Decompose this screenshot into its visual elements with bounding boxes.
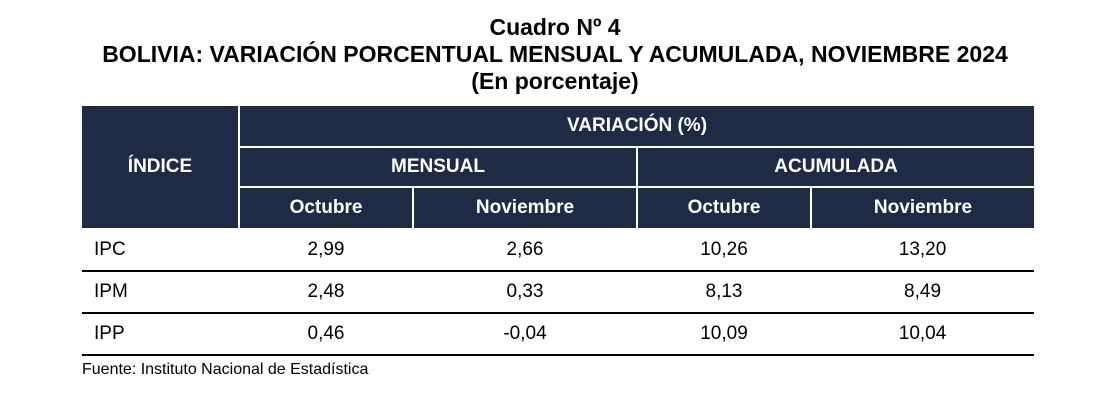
cell-monthly-october: 0,46	[239, 313, 413, 356]
table-body: IPC 2,99 2,66 10,26 13,20 IPM 2,48 0,33 …	[82, 229, 1035, 356]
cell-cumulative-november: 10,04	[811, 313, 1035, 356]
table-row: IPC 2,99 2,66 10,26 13,20	[82, 229, 1035, 272]
row-label-ipc: IPC	[82, 229, 239, 272]
cell-cumulative-october: 8,13	[637, 271, 811, 314]
variation-header: VARIACIÓN (%)	[237, 106, 1035, 148]
source-note: Fuente: Instituto Nacional de Estadístic…	[82, 361, 369, 378]
cell-monthly-october: 2,48	[239, 271, 413, 314]
cell-monthly-october: 2,99	[239, 229, 413, 272]
title-block: Cuadro Nº 4 BOLIVIA: VARIACIÓN PORCENTUA…	[0, 14, 1110, 95]
table-row: IPP 0,46 -0,04 10,09 10,04	[82, 313, 1035, 356]
cumulative-october-header: Octubre	[636, 186, 812, 230]
cell-monthly-november: 2,66	[413, 229, 637, 272]
table-row: IPM 2,48 0,33 8,13 8,49	[82, 271, 1035, 314]
cell-cumulative-november: 8,49	[811, 271, 1035, 314]
row-label-ipp: IPP	[82, 313, 239, 356]
table-number: Cuadro Nº 4	[489, 14, 621, 40]
cell-monthly-november: -0,04	[413, 313, 637, 356]
cell-cumulative-october: 10,26	[637, 229, 811, 272]
cell-monthly-november: 0,33	[413, 271, 637, 314]
monthly-group-header: MENSUAL	[238, 146, 638, 188]
table-header: ÍNDICE VARIACIÓN (%) MENSUAL ACUMULADA O…	[82, 106, 1035, 230]
monthly-november-header: Noviembre	[412, 186, 638, 230]
cumulative-group-header: ACUMULADA	[635, 146, 1035, 188]
cell-cumulative-october: 10,09	[637, 313, 811, 356]
monthly-october-header: Octubre	[238, 186, 414, 230]
table-title: BOLIVIA: VARIACIÓN PORCENTUAL MENSUAL Y …	[102, 41, 1008, 67]
unit-subtitle: (En porcentaje)	[471, 68, 639, 94]
cumulative-november-header: Noviembre	[809, 186, 1035, 230]
row-label-ipm: IPM	[82, 271, 239, 314]
cell-cumulative-november: 13,20	[811, 229, 1035, 272]
index-column-header: ÍNDICE	[82, 106, 240, 230]
variation-table: ÍNDICE VARIACIÓN (%) MENSUAL ACUMULADA O…	[82, 106, 1035, 356]
